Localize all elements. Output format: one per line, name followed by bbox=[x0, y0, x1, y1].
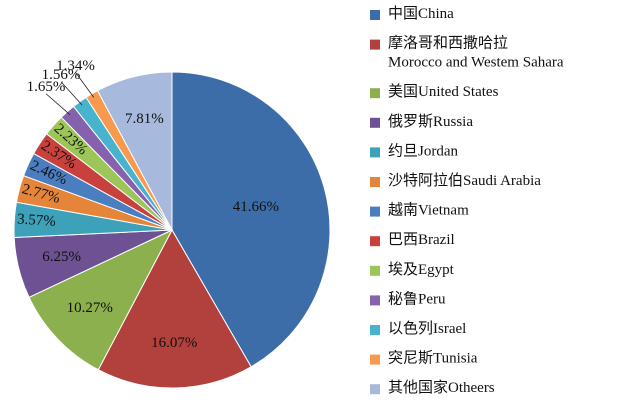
legend: 中国China 摩洛哥和西撒哈拉 Morocco and Westem Sahara… bbox=[370, 5, 564, 397]
legend-marker bbox=[370, 177, 380, 187]
legend-label: 以色列Israel bbox=[388, 320, 466, 337]
legend-marker bbox=[370, 265, 380, 276]
legend-label: 约旦Jordan bbox=[388, 143, 458, 160]
pie-slice bbox=[171, 71, 331, 368]
legend-marker bbox=[370, 147, 380, 158]
data-label: 10.27% bbox=[67, 300, 113, 316]
data-label: 1.65% bbox=[27, 79, 66, 95]
legend-marker bbox=[370, 206, 380, 217]
legend-label: 中国China bbox=[388, 5, 454, 22]
legend-marker bbox=[370, 295, 380, 306]
data-label: 3.57% bbox=[17, 211, 57, 229]
legend-marker bbox=[370, 10, 380, 20]
legend-label: 埃及Egypt bbox=[388, 261, 455, 278]
legend-marker bbox=[370, 236, 380, 247]
leader-line bbox=[60, 81, 83, 106]
pie-slice bbox=[97, 228, 252, 389]
pie-slice bbox=[96, 71, 173, 231]
legend-marker bbox=[370, 354, 380, 365]
legend-label: 越南Vietnam bbox=[388, 202, 469, 219]
legend-label: 沙特阿拉伯Saudi Arabia bbox=[388, 172, 541, 189]
legend-label: 秘鲁Peru bbox=[388, 291, 446, 308]
data-label: 1.56% bbox=[42, 67, 81, 83]
data-label: 7.81% bbox=[125, 111, 164, 127]
legend-marker bbox=[370, 39, 380, 50]
legend-marker bbox=[370, 384, 380, 395]
data-label: 41.66% bbox=[233, 199, 279, 215]
legend-marker bbox=[370, 117, 380, 128]
legend-label: 美国United States bbox=[388, 84, 499, 101]
legend-label: 俄罗斯Russia bbox=[388, 113, 473, 130]
legend-marker bbox=[370, 88, 380, 99]
legend-label: 突尼斯Tunisia bbox=[388, 350, 478, 367]
legend-label: 其他国家Otheers bbox=[388, 380, 495, 397]
legend-label: 摩洛哥和西撒哈拉 Morocco and Westem Sahara bbox=[388, 34, 564, 71]
leader-line bbox=[45, 93, 71, 116]
data-label: 16.07% bbox=[151, 335, 197, 351]
legend-marker bbox=[370, 325, 380, 335]
legend-label: 巴西Brazil bbox=[388, 233, 455, 249]
data-label: 1.34% bbox=[56, 58, 95, 74]
leader-line bbox=[75, 72, 95, 98]
pie-slice bbox=[28, 228, 174, 371]
data-label: 6.25% bbox=[42, 249, 81, 265]
